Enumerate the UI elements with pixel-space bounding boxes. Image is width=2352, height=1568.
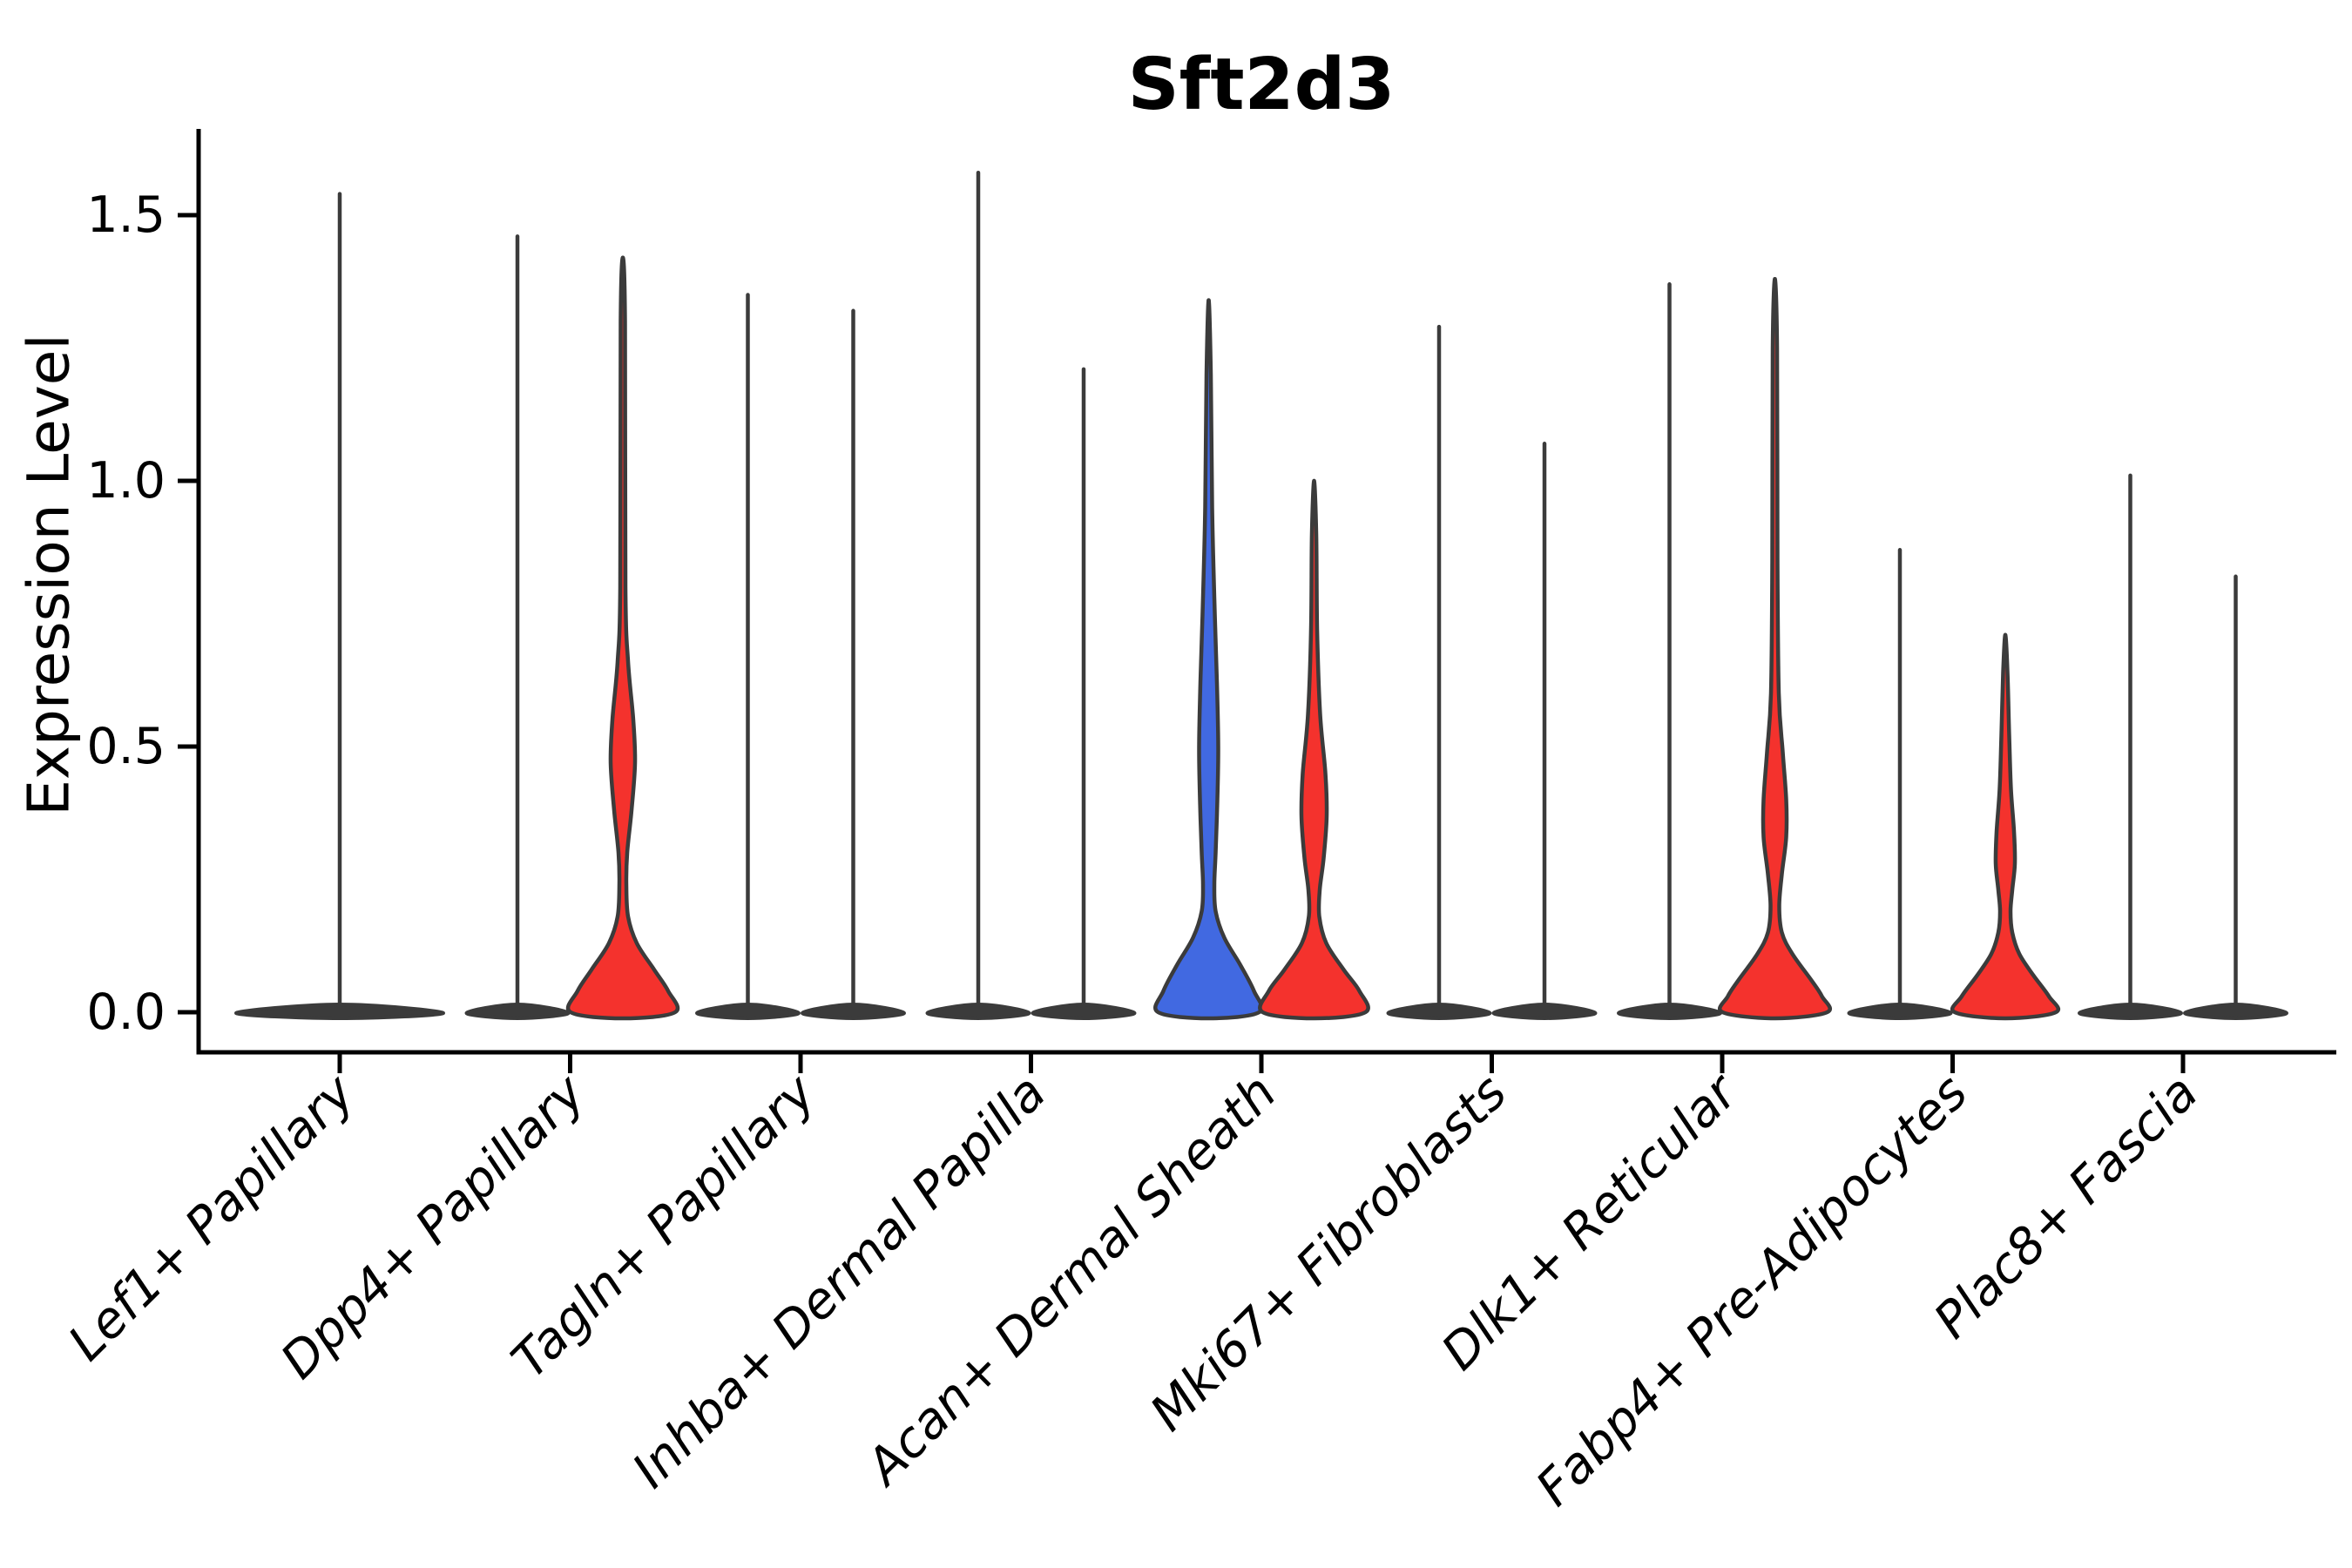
base-dlk1-left (1617, 1003, 1722, 1020)
base-tagln-right (801, 1003, 906, 1020)
violin-fabp4-right (1950, 632, 2061, 1021)
base-tagln-left (695, 1003, 801, 1020)
chart-title: Sft2d3 (1127, 44, 1396, 126)
y-tick-label-1.0: 1.0 (86, 452, 166, 510)
base-fabp4-left (1847, 1003, 1953, 1020)
y-tick-label-0.0: 0.0 (86, 983, 166, 1041)
violin-dlk1-right (1718, 276, 1832, 1021)
base-inhba-left (925, 1003, 1031, 1020)
violin-acan-right (1258, 478, 1370, 1021)
y-tick-label-1.5: 1.5 (86, 186, 166, 244)
violin-acan-left (1153, 298, 1264, 1021)
base-plac8-left (2078, 1003, 2183, 1020)
base-dpp4-left (464, 1003, 571, 1020)
base-lef1-center (234, 1003, 445, 1020)
base-inhba-right (1031, 1003, 1137, 1020)
base-mki67-left (1386, 1003, 1492, 1020)
base-plac8-right (2183, 1003, 2288, 1020)
violin-dpp4-right (565, 255, 680, 1021)
base-mki67-right (1491, 1003, 1598, 1020)
x-label-fabp4: Fabp4+ Pre-Adipocytes (1525, 1064, 1978, 1517)
x-label-inhba: Inhba+ Dermal Papilla (622, 1064, 1058, 1499)
y-tick-label-0.5: 0.5 (86, 718, 166, 775)
x-label-acan: Acan+ Dermal Sheath (853, 1064, 1287, 1497)
